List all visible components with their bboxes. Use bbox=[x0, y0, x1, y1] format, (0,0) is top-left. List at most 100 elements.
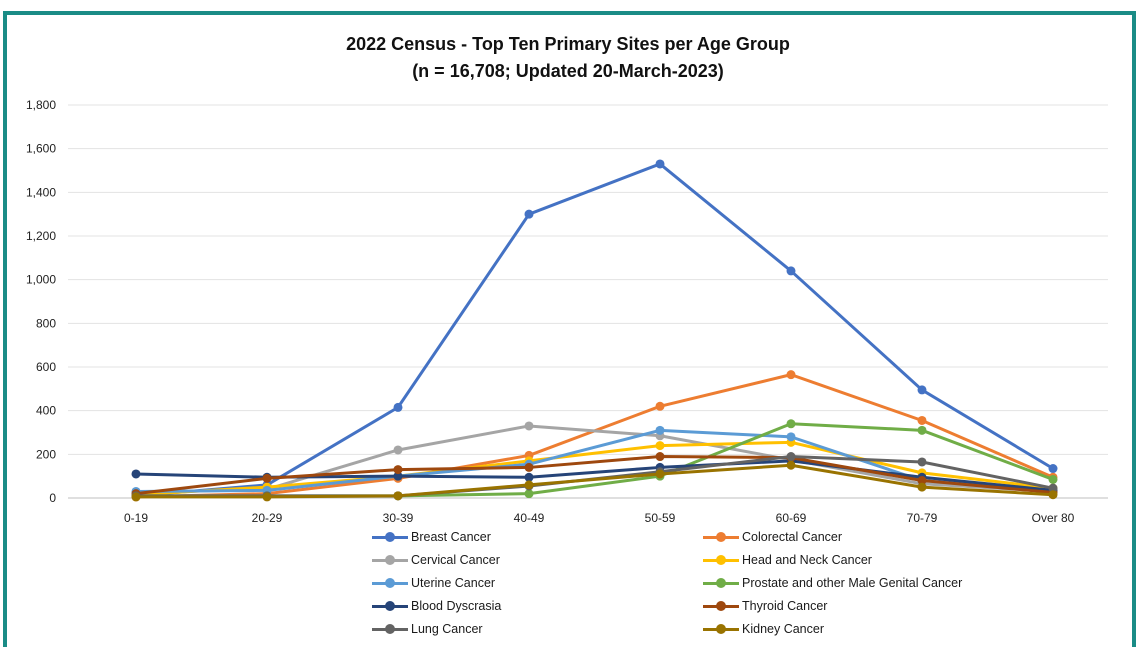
legend-item[interactable]: Uterine Cancer bbox=[372, 576, 495, 590]
x-tick-label: 20-29 bbox=[252, 511, 283, 525]
data-point bbox=[393, 445, 403, 455]
data-point bbox=[786, 419, 796, 429]
legend-item[interactable]: Head and Neck Cancer bbox=[703, 553, 872, 567]
legend-item[interactable]: Thyroid Cancer bbox=[703, 599, 827, 613]
data-point bbox=[917, 482, 927, 492]
data-point bbox=[655, 452, 665, 462]
series-breast-cancer bbox=[131, 159, 1058, 501]
x-tick-label: 0-19 bbox=[124, 511, 148, 525]
legend-item[interactable]: Lung Cancer bbox=[372, 622, 483, 636]
x-tick-label: 30-39 bbox=[383, 511, 414, 525]
series-line bbox=[134, 440, 1055, 497]
data-point bbox=[524, 462, 534, 472]
legend-item[interactable]: Kidney Cancer bbox=[703, 622, 824, 636]
data-point bbox=[917, 415, 927, 425]
legend-swatch bbox=[372, 600, 408, 612]
legend-swatch bbox=[703, 531, 739, 543]
chart-title-block: 2022 Census - Top Ten Primary Sites per … bbox=[0, 31, 1136, 85]
legend-label: Thyroid Cancer bbox=[742, 599, 828, 613]
data-point bbox=[917, 476, 927, 486]
series-line bbox=[134, 463, 1055, 499]
legend-item[interactable]: Breast Cancer bbox=[372, 530, 491, 544]
data-point bbox=[524, 209, 534, 219]
x-tick-label: 70-79 bbox=[907, 511, 938, 525]
x-tick-label: 60-69 bbox=[776, 511, 807, 525]
legend-label: Breast Cancer bbox=[411, 530, 491, 544]
legend-label: Kidney Cancer bbox=[742, 622, 824, 636]
legend-swatch bbox=[703, 554, 739, 566]
legend-swatch bbox=[372, 623, 408, 635]
data-point bbox=[1048, 483, 1058, 493]
series-line bbox=[134, 162, 1055, 498]
x-tick-label: Over 80 bbox=[1032, 511, 1075, 525]
legend-swatch bbox=[703, 577, 739, 589]
series-line bbox=[134, 455, 1055, 496]
y-axis-ticks: 0 200 400 600 800 1,000 1,200 1,400 1,600 1,800 bbox=[26, 98, 56, 505]
legend-swatch bbox=[703, 623, 739, 635]
data-point bbox=[655, 425, 665, 435]
x-tick-label: 40-49 bbox=[514, 511, 545, 525]
data-point bbox=[131, 469, 141, 479]
chart-title: 2022 Census - Top Ten Primary Sites per … bbox=[346, 34, 790, 54]
data-point bbox=[393, 491, 403, 501]
data-point bbox=[524, 489, 534, 499]
y-tick-label: 800 bbox=[36, 316, 56, 330]
data-point bbox=[917, 425, 927, 435]
data-point bbox=[786, 452, 796, 462]
data-point bbox=[655, 159, 665, 169]
data-point bbox=[262, 492, 272, 502]
legend-label: Uterine Cancer bbox=[411, 576, 496, 590]
data-point bbox=[393, 402, 403, 412]
y-tick-label: 1,200 bbox=[26, 229, 56, 243]
data-point bbox=[1048, 490, 1058, 500]
chart-subtitle: (n = 16,708; Updated 20-March-2023) bbox=[412, 61, 724, 81]
legend-swatch bbox=[372, 554, 408, 566]
x-tick-label: 50-59 bbox=[645, 511, 676, 525]
legend-swatch bbox=[703, 600, 739, 612]
legend-label: Cervical Cancer bbox=[411, 553, 500, 567]
data-point bbox=[1048, 474, 1058, 484]
legend-item[interactable]: Cervical Cancer bbox=[372, 553, 500, 567]
y-tick-label: 200 bbox=[36, 447, 56, 461]
legend-label: Prostate and other Male Genital Cancer bbox=[742, 576, 963, 590]
legend-item[interactable]: Prostate and other Male Genital Cancer bbox=[703, 576, 962, 590]
legend-label: Lung Cancer bbox=[411, 622, 483, 636]
legend-swatch bbox=[372, 577, 408, 589]
gridlines bbox=[68, 104, 1108, 499]
y-tick-label: 1,600 bbox=[26, 142, 56, 156]
series-kidney-cancer bbox=[131, 460, 1058, 502]
legend-swatch bbox=[372, 531, 408, 543]
y-tick-label: 1,800 bbox=[26, 98, 56, 112]
series-layer bbox=[131, 159, 1058, 502]
data-point bbox=[655, 401, 665, 411]
data-point bbox=[393, 465, 403, 475]
data-point bbox=[655, 469, 665, 479]
data-point bbox=[786, 370, 796, 380]
data-point bbox=[524, 421, 534, 431]
data-point bbox=[917, 385, 927, 395]
data-point bbox=[1048, 464, 1058, 474]
y-tick-label: 0 bbox=[49, 491, 56, 505]
y-tick-label: 1,400 bbox=[26, 185, 56, 199]
legend-label: Blood Dyscrasia bbox=[411, 599, 502, 613]
legend-item[interactable]: Colorectal Cancer bbox=[703, 530, 842, 544]
data-point bbox=[655, 441, 665, 451]
data-point bbox=[786, 432, 796, 442]
data-point bbox=[524, 480, 534, 490]
data-point bbox=[524, 472, 534, 482]
legend-label: Colorectal Cancer bbox=[742, 530, 843, 544]
y-tick-label: 600 bbox=[36, 360, 56, 374]
legend-item[interactable]: Blood Dyscrasia bbox=[372, 599, 501, 613]
data-point bbox=[393, 471, 403, 481]
data-point bbox=[917, 457, 927, 467]
data-point bbox=[262, 473, 272, 483]
series-line bbox=[134, 424, 1055, 495]
data-point bbox=[786, 460, 796, 470]
x-axis-ticks: 0-19 20-29 30-39 40-49 50-59 60-69 70-79 Over 8… bbox=[124, 511, 1075, 525]
y-tick-label: 1,000 bbox=[26, 273, 56, 287]
data-point bbox=[786, 266, 796, 276]
legend-label: Head and Neck Cancer bbox=[742, 553, 872, 567]
data-point bbox=[131, 492, 141, 502]
